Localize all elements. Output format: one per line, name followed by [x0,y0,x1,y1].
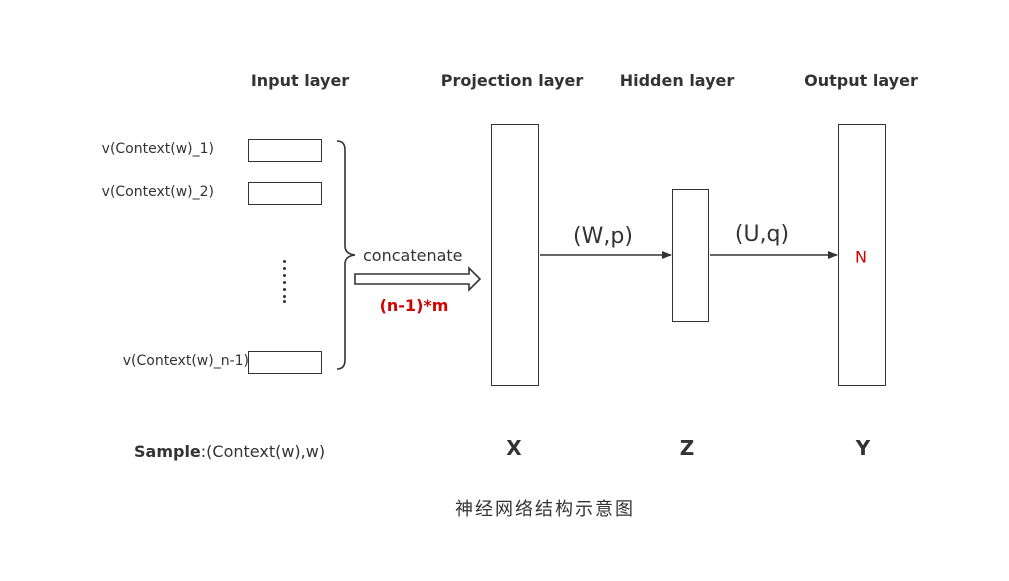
projection-layer-title: Projection layer [440,71,584,90]
sample-bold: Sample [134,442,201,461]
weight-label-w-p: (W,p) [573,224,633,249]
output-size-label: N [855,247,867,267]
concatenate-arrow [354,266,482,292]
concatenate-label: concatenate [363,246,463,265]
input-vector-n-1 [248,351,322,374]
concat-dimension-label: (n-1)*m [379,296,449,315]
variable-x: X [506,436,522,460]
variable-y: Y [855,436,871,460]
projection-layer-box [491,124,539,386]
input-vector-2 [248,182,322,205]
variable-z: Z [679,436,695,460]
output-layer-box [838,124,886,386]
weight-label-u-q: (U,q) [734,222,790,247]
sample-text: Sample:(Context(w),w) [134,442,325,461]
input-layer-title: Input layer [250,71,350,90]
hidden-layer-box [672,189,709,322]
figure-caption: 神经网络结构示意图 [455,499,635,520]
output-layer-title: Output layer [804,71,918,90]
input-vector-1 [248,139,322,162]
hidden-layer-title: Hidden layer [619,71,735,90]
grouping-brace [336,140,356,370]
input-label-2: v(Context(w)_2) [101,184,214,200]
input-label-n-1: v(Context(w)_n-1) [122,353,249,369]
sample-rest: :(Context(w),w) [200,442,326,461]
input-label-1: v(Context(w)_1) [101,141,214,157]
